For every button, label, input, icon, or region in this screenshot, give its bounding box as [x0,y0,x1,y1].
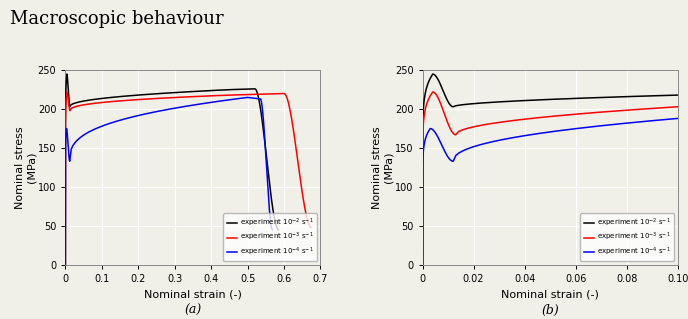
Text: (a): (a) [184,304,202,317]
Text: Macroscopic behaviour: Macroscopic behaviour [10,10,224,27]
X-axis label: Nominal strain (-): Nominal strain (-) [501,289,599,299]
Y-axis label: Nominal stress
(MPa): Nominal stress (MPa) [372,126,394,209]
X-axis label: Nominal strain (-): Nominal strain (-) [144,289,242,299]
Y-axis label: Nominal stress
(MPa): Nominal stress (MPa) [14,126,36,209]
Legend: experiment $10^{-2}$ s$^{-1}$, experiment $10^{-3}$ s$^{-1}$, experiment $10^{-4: experiment $10^{-2}$ s$^{-1}$, experimen… [223,213,317,261]
Legend: experiment $10^{-2}$ s$^{-1}$, experiment $10^{-3}$ s$^{-1}$, experiment $10^{-4: experiment $10^{-2}$ s$^{-1}$, experimen… [581,213,674,261]
Text: (b): (b) [541,304,559,317]
